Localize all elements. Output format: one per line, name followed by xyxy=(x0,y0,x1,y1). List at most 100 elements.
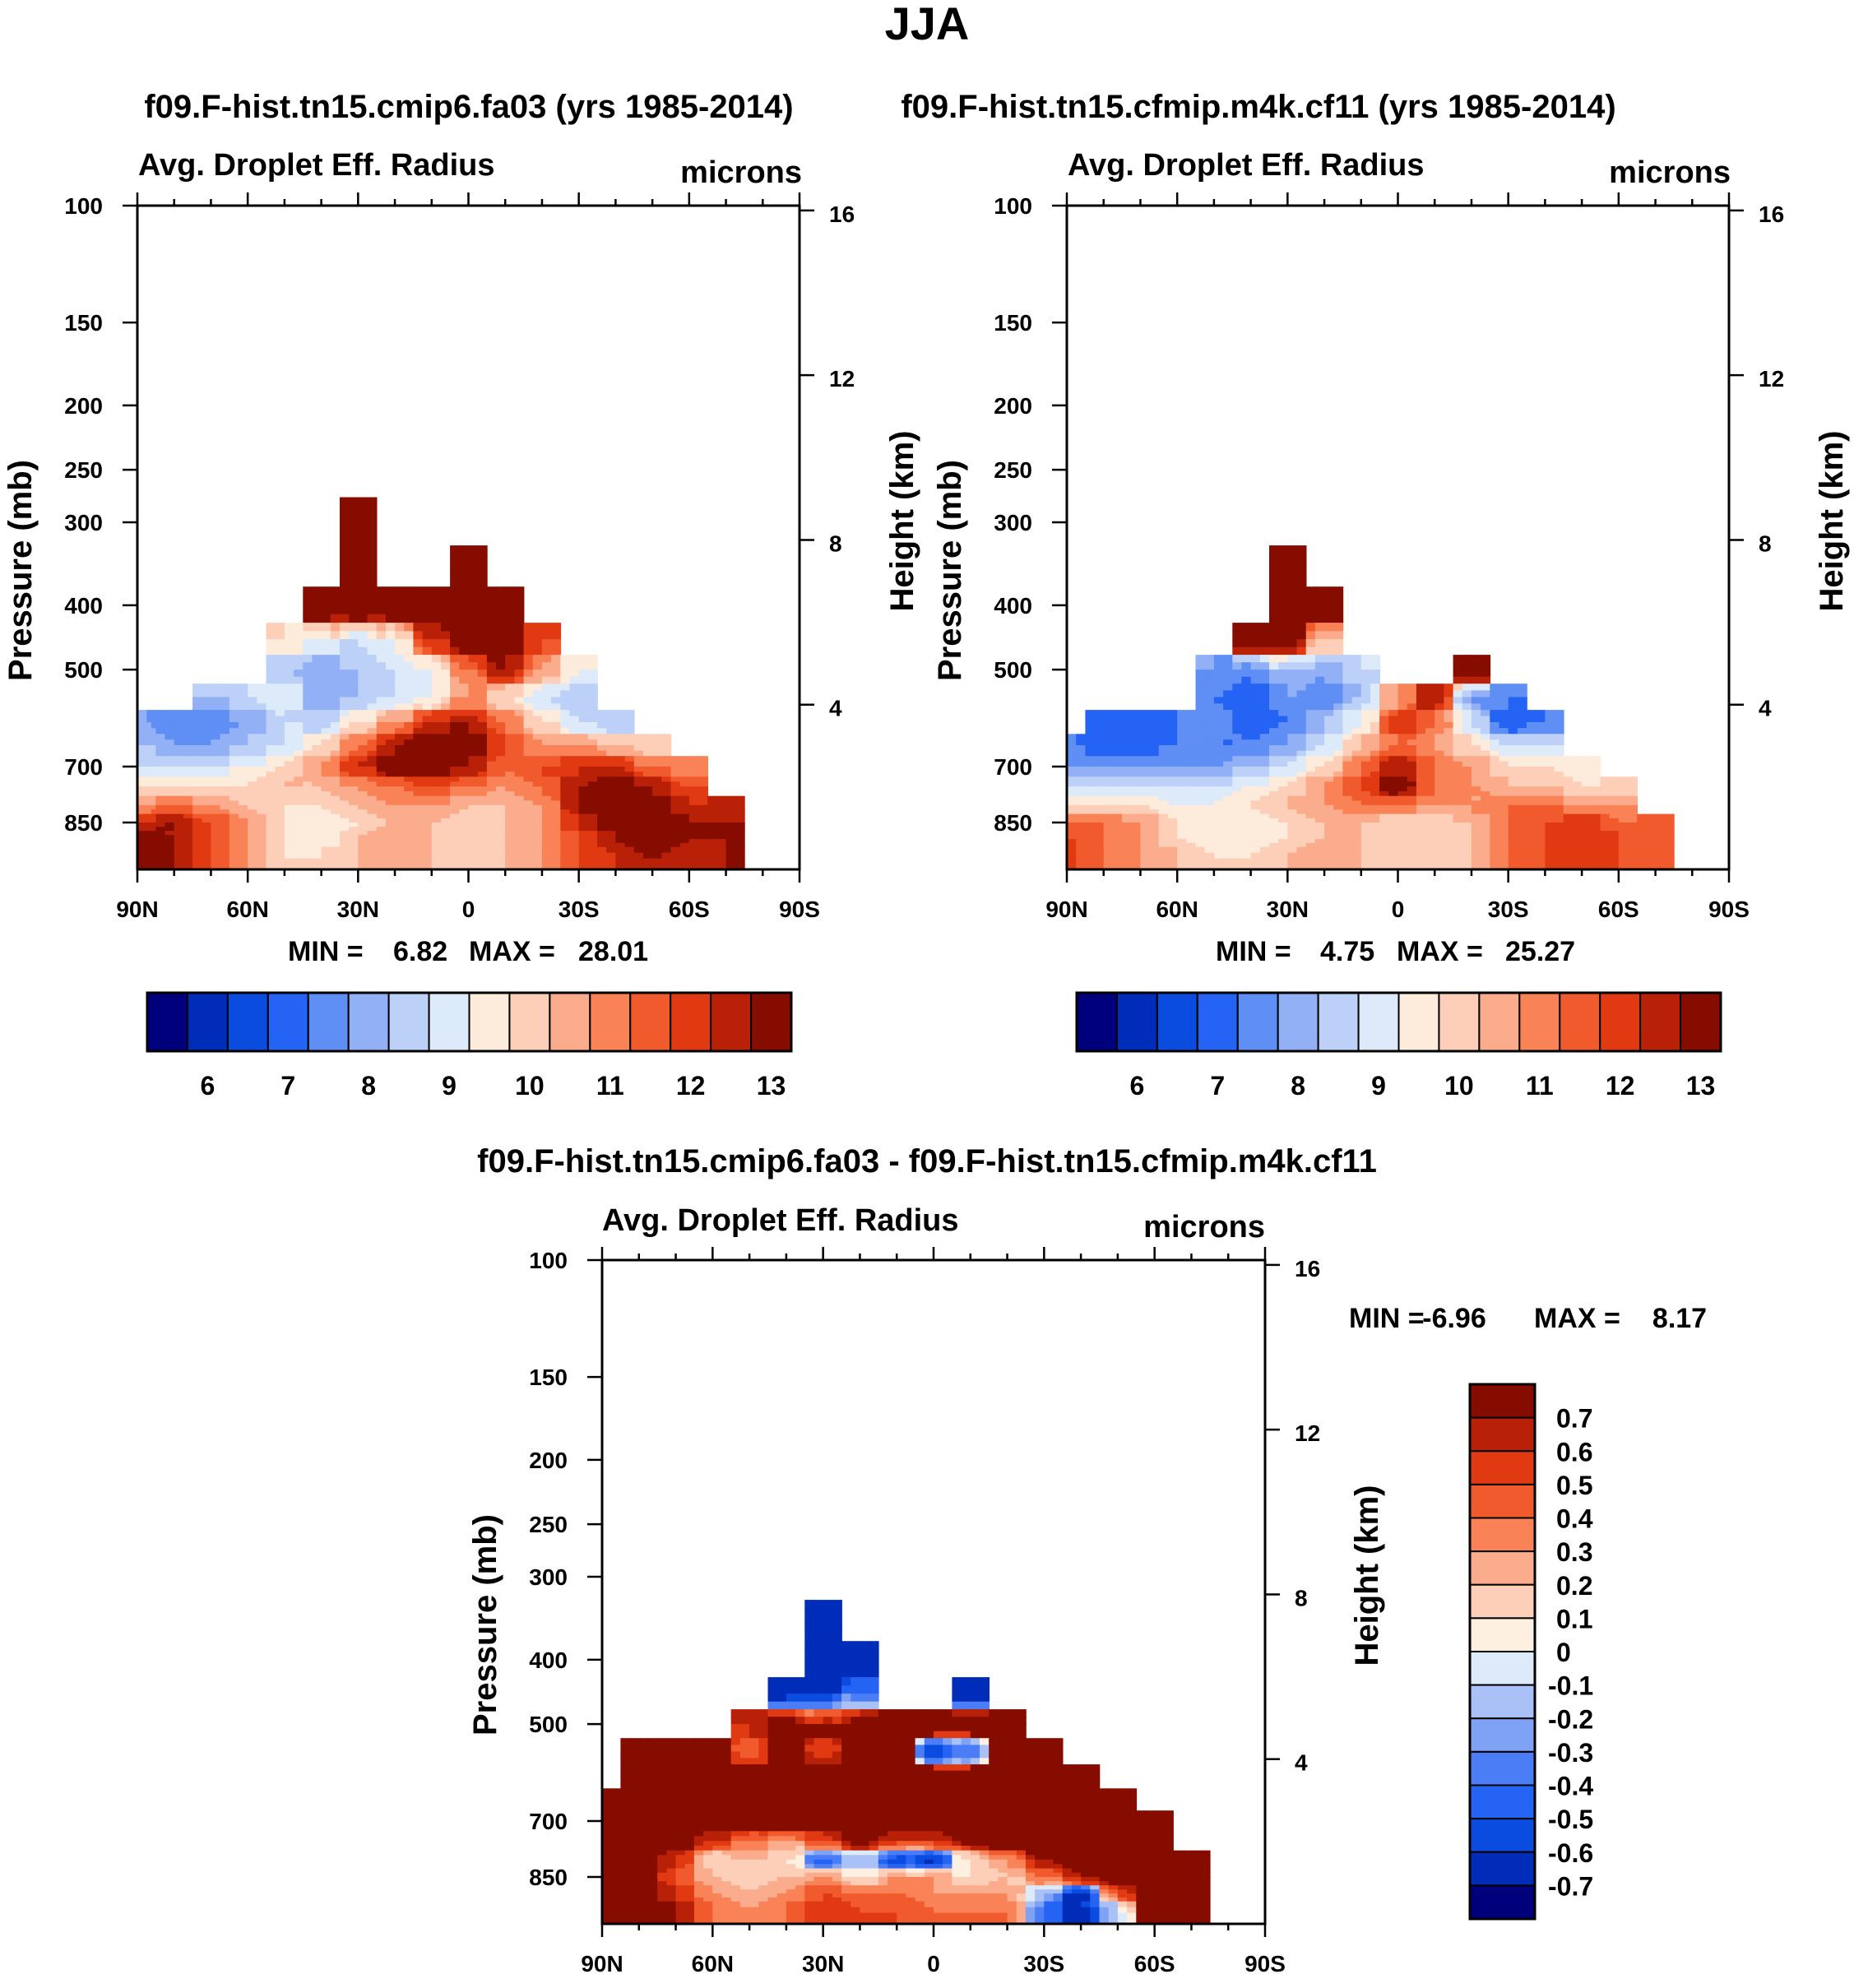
contour-cell xyxy=(1067,776,1073,783)
contour-cell xyxy=(1655,835,1666,840)
contour-cell xyxy=(1388,781,1399,787)
contour-cell xyxy=(1094,728,1105,735)
contour-cell xyxy=(248,839,258,844)
contour-cell xyxy=(1360,864,1371,870)
contour-cell xyxy=(514,684,525,692)
contour-cell xyxy=(413,776,424,783)
contour-cell xyxy=(1278,670,1289,678)
contour-cell xyxy=(578,710,589,717)
contour-cell xyxy=(468,545,479,558)
contour-cell xyxy=(1305,716,1316,723)
contour-cell xyxy=(1305,710,1316,717)
contour-cell xyxy=(1646,835,1657,840)
contour-cell xyxy=(349,623,359,633)
contour-cell xyxy=(413,655,424,663)
contour-cell xyxy=(211,823,221,827)
contour-cell xyxy=(1490,842,1500,848)
contour-cell xyxy=(431,586,442,597)
contour-cell xyxy=(220,745,230,752)
contour-cell xyxy=(642,864,653,870)
contour-cell xyxy=(165,781,175,787)
contour-cell xyxy=(597,772,607,778)
contour-cell xyxy=(1370,728,1380,735)
contour-cell xyxy=(1324,716,1335,723)
contour-cell xyxy=(1140,846,1151,854)
x-tick-label: 90S xyxy=(779,897,820,922)
contour-cell xyxy=(1425,823,1435,827)
contour-cell xyxy=(1591,776,1601,783)
contour-cell xyxy=(1508,703,1518,711)
contour-cell xyxy=(1517,823,1527,827)
contour-cell xyxy=(349,662,359,670)
contour-cell xyxy=(1628,804,1638,810)
contour-cell xyxy=(367,827,378,832)
contour-cell xyxy=(340,734,350,740)
contour-cell xyxy=(239,786,248,792)
contour-cell xyxy=(284,745,294,752)
contour-cell xyxy=(1416,772,1426,778)
contour-cell xyxy=(1278,595,1289,606)
contour-cell xyxy=(1397,813,1408,819)
contour-cell xyxy=(642,842,653,848)
contour-cell xyxy=(606,823,617,827)
contour-cell xyxy=(385,716,396,723)
contour-cell xyxy=(1333,586,1344,597)
contour-cell xyxy=(698,795,708,802)
contour-cell xyxy=(367,800,378,806)
contour-cell xyxy=(661,835,672,840)
contour-cell xyxy=(441,662,451,670)
contour-cell xyxy=(146,795,152,802)
contour-cell xyxy=(1471,831,1481,836)
contour-cell xyxy=(541,662,552,670)
contour-cell xyxy=(1103,800,1114,806)
contour-cell xyxy=(431,761,442,767)
contour-cell xyxy=(1314,703,1325,711)
contour-cell xyxy=(1269,772,1279,778)
contour-cell xyxy=(1453,772,1463,778)
contour-cell xyxy=(284,739,294,746)
contour-cell xyxy=(340,750,350,758)
contour-cell xyxy=(404,739,415,746)
contour-cell xyxy=(165,776,175,783)
contour-cell xyxy=(1554,835,1564,840)
contour-cell xyxy=(1481,690,1491,698)
contour-cell xyxy=(505,670,516,678)
contour-cell xyxy=(541,846,552,854)
contour-cell xyxy=(330,842,341,848)
contour-cell xyxy=(1250,804,1261,810)
contour-cell xyxy=(560,800,571,806)
contour-cell xyxy=(1554,734,1564,740)
contour-cell xyxy=(413,804,424,810)
contour-cell xyxy=(661,864,672,870)
contour-cell xyxy=(367,842,378,848)
contour-cell xyxy=(1269,595,1279,606)
contour-cell xyxy=(1213,804,1224,810)
contour-cell xyxy=(1462,716,1472,723)
contour-cell xyxy=(1324,767,1335,772)
contour-cell xyxy=(1360,858,1371,865)
contour-cell xyxy=(358,567,368,578)
contour-cell xyxy=(1278,655,1289,663)
contour-cell xyxy=(523,818,534,823)
contour-cell xyxy=(1499,728,1509,735)
contour-cell xyxy=(1527,813,1537,819)
contour-cell xyxy=(1342,827,1353,832)
contour-cell xyxy=(1490,745,1500,752)
contour-cell xyxy=(1471,835,1481,840)
contour-cell xyxy=(560,842,571,848)
contour-cell xyxy=(248,722,258,729)
contour-cell xyxy=(450,772,461,778)
contour-cell xyxy=(257,839,267,844)
contour-cell xyxy=(239,839,248,844)
contour-cell xyxy=(1517,756,1527,762)
contour-cell xyxy=(1517,835,1527,840)
contour-cell xyxy=(670,791,681,797)
contour-cell xyxy=(1416,839,1426,844)
contour-plot: 90N 60N 30N 0 30S 60S 90S100150200250300400500… xyxy=(2,192,920,922)
contour-cell xyxy=(725,827,736,832)
contour-cell xyxy=(367,676,378,684)
contour-cell xyxy=(1241,864,1252,870)
contour-cell xyxy=(1324,776,1335,783)
contour-cell xyxy=(1296,804,1307,810)
contour-cell xyxy=(1122,739,1133,746)
